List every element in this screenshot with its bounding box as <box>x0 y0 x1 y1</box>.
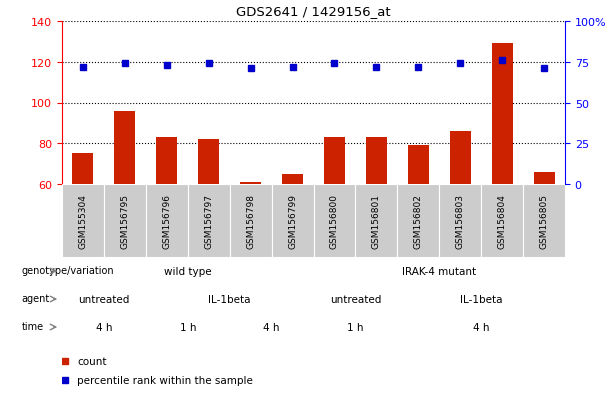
Text: GSM156801: GSM156801 <box>372 194 381 248</box>
Text: untreated: untreated <box>330 294 381 304</box>
Bar <box>450 132 471 185</box>
FancyBboxPatch shape <box>313 185 356 257</box>
FancyBboxPatch shape <box>440 185 481 257</box>
Text: GSM156795: GSM156795 <box>120 194 129 248</box>
Text: GSM156796: GSM156796 <box>162 194 171 248</box>
Bar <box>198 140 219 185</box>
FancyBboxPatch shape <box>188 185 230 257</box>
Text: time: time <box>21 321 44 331</box>
Text: GSM155304: GSM155304 <box>78 194 88 248</box>
Bar <box>72 154 93 185</box>
Bar <box>408 146 428 185</box>
Text: genotype/variation: genotype/variation <box>21 265 115 275</box>
Text: agent: agent <box>21 293 50 303</box>
FancyBboxPatch shape <box>230 185 272 257</box>
FancyBboxPatch shape <box>523 185 565 257</box>
FancyBboxPatch shape <box>104 185 146 257</box>
FancyBboxPatch shape <box>397 185 440 257</box>
Bar <box>240 183 261 185</box>
Bar <box>324 138 345 185</box>
Title: GDS2641 / 1429156_at: GDS2641 / 1429156_at <box>236 5 391 18</box>
FancyBboxPatch shape <box>146 185 188 257</box>
Text: 1 h: 1 h <box>347 322 364 332</box>
Text: GSM156805: GSM156805 <box>539 194 549 248</box>
Bar <box>366 138 387 185</box>
Text: GSM156798: GSM156798 <box>246 194 255 248</box>
Text: GSM156803: GSM156803 <box>455 194 465 248</box>
FancyBboxPatch shape <box>481 185 523 257</box>
Text: 1 h: 1 h <box>180 322 196 332</box>
Bar <box>492 44 512 185</box>
FancyBboxPatch shape <box>272 185 313 257</box>
Text: GSM156804: GSM156804 <box>498 194 506 248</box>
Text: wild type: wild type <box>164 266 211 276</box>
Bar <box>533 172 555 185</box>
Text: IL-1beta: IL-1beta <box>208 294 251 304</box>
Text: 4 h: 4 h <box>473 322 489 332</box>
Text: GSM156797: GSM156797 <box>204 194 213 248</box>
Text: GSM156802: GSM156802 <box>414 194 423 248</box>
Text: 4 h: 4 h <box>264 322 280 332</box>
Text: IRAK-4 mutant: IRAK-4 mutant <box>402 266 476 276</box>
Text: 4 h: 4 h <box>96 322 112 332</box>
Bar <box>115 112 135 185</box>
Bar <box>156 138 177 185</box>
Text: GSM156800: GSM156800 <box>330 194 339 248</box>
Bar <box>282 174 303 185</box>
FancyBboxPatch shape <box>62 185 104 257</box>
Text: untreated: untreated <box>78 294 129 304</box>
Text: GSM156799: GSM156799 <box>288 194 297 248</box>
FancyBboxPatch shape <box>356 185 397 257</box>
Text: percentile rank within the sample: percentile rank within the sample <box>77 375 253 385</box>
Text: count: count <box>77 356 107 366</box>
Text: IL-1beta: IL-1beta <box>460 294 503 304</box>
